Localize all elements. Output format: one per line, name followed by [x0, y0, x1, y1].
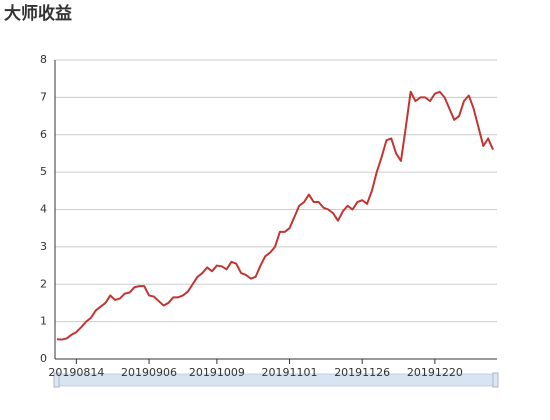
zoom-handle[interactable] [492, 372, 499, 388]
y-tick-label: 5 [40, 165, 47, 178]
y-tick-label: 1 [40, 315, 47, 328]
data-zoom-slider[interactable] [53, 372, 499, 388]
chart-title: 大师收益 [4, 3, 72, 24]
y-tick-label: 6 [40, 128, 47, 141]
y-tick-label: 0 [40, 352, 47, 365]
x-tick-label: 20190814 [48, 366, 104, 379]
y-tick-label: 7 [40, 90, 47, 103]
y-tick-label: 2 [40, 277, 47, 290]
zoom-window[interactable] [57, 374, 495, 386]
x-tick-label: 20191101 [262, 366, 318, 379]
x-tick-label: 20190906 [121, 366, 177, 379]
zoom-handle[interactable] [53, 372, 60, 388]
y-tick-label: 4 [40, 203, 47, 216]
y-tick-label: 8 [40, 53, 47, 66]
line-series [56, 90, 494, 341]
y-tick-label: 3 [40, 240, 47, 253]
x-tick-label: 20191009 [189, 366, 245, 379]
x-tick-label: 20191220 [407, 366, 463, 379]
x-tick-label: 20191126 [334, 366, 390, 379]
